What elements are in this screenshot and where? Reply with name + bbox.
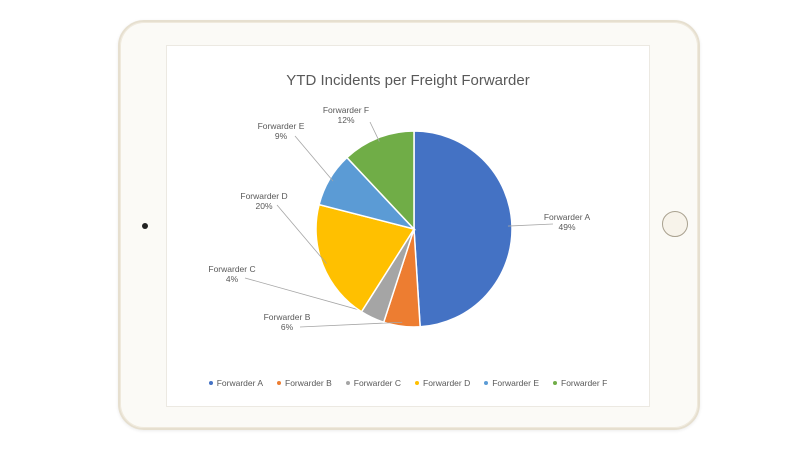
tablet-screen (166, 45, 650, 407)
leader-line (244, 277, 375, 315)
legend-swatch (208, 381, 213, 385)
leader-line (276, 204, 327, 264)
legend-label: Forwarder B (285, 378, 332, 388)
leader-line (299, 321, 403, 328)
legend-swatch (345, 381, 350, 385)
legend-swatch (415, 381, 419, 385)
camera-dot (142, 223, 148, 229)
chart-title: YTD Incidents per Freight Forwarder (286, 72, 530, 89)
legend-label: Forwarder D (423, 378, 471, 388)
legend-label: Forwarder C (353, 378, 401, 388)
leader-line (294, 135, 334, 182)
legend-label: Forwarder A (216, 378, 263, 388)
legend-item: Forwarder F (553, 378, 607, 388)
legend-item: Forwarder D (415, 378, 470, 388)
home-button[interactable] (662, 211, 688, 237)
leader-line (507, 223, 554, 227)
legend-swatch (553, 381, 557, 385)
slice-data-label: Forwarder D 20% (240, 191, 287, 211)
legend-swatch (484, 381, 489, 385)
slice-data-label: Forwarder B 6% (264, 312, 311, 332)
pie-slice-forwarder-a (413, 130, 513, 328)
slice-data-label: Forwarder E 9% (258, 121, 305, 141)
slice-data-label: Forwarder C 4% (208, 264, 255, 284)
slice-data-label: Forwarder F 12% (323, 105, 369, 125)
legend-item: Forwarder C (345, 378, 401, 388)
pie-slice-forwarder-d (315, 203, 416, 313)
chart-legend: Forwarder A Forwarder B Forwarder C Forward… (166, 378, 650, 388)
legend-item: Forwarder B (277, 378, 332, 388)
legend-item: Forwarder A (208, 378, 263, 388)
legend-label: Forwarder F (561, 378, 608, 388)
legend-swatch (277, 381, 281, 385)
slice-data-label: Forwarder A 49% (544, 212, 591, 232)
legend-label: Forwarder E (492, 378, 539, 388)
legend-item: Forwarder E (484, 378, 539, 388)
leader-line (369, 121, 380, 142)
